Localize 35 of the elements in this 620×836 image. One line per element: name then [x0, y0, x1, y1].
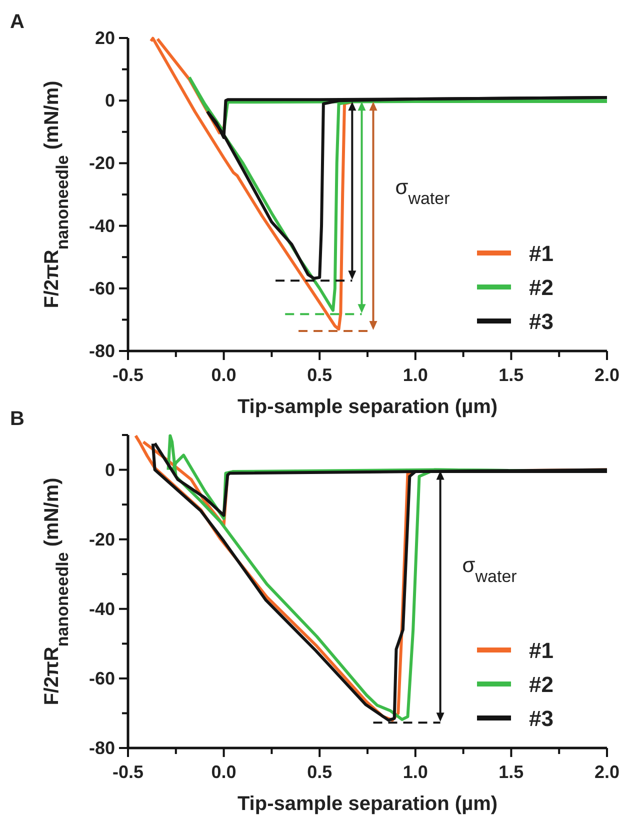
legend-label: #2	[529, 672, 554, 697]
x-tick-label: 1.0	[402, 762, 428, 782]
legend-label: #3	[529, 706, 554, 731]
text: A	[10, 11, 24, 33]
x-tick-label: 0.0	[211, 762, 236, 782]
x-tick-label: 0.0	[211, 365, 236, 385]
x-tick-label: 0.5	[307, 365, 332, 385]
x-tick-label: 2.0	[594, 365, 620, 385]
x-tick-label: -0.5	[112, 365, 144, 385]
y-tick-label: -60	[88, 278, 115, 298]
text: B	[10, 408, 24, 430]
x-tick-label: 2.0	[594, 762, 620, 782]
legend-label: #1	[529, 241, 554, 266]
y-tick-label: -40	[88, 598, 115, 619]
annotation: σ$_{water}$	[395, 176, 450, 208]
x-tick-label: -0.5	[112, 762, 144, 782]
y-tick-label: -20	[88, 153, 115, 174]
x-axis-title: Tip-sample separation (µm)	[237, 793, 498, 815]
legend-label: #3	[529, 309, 554, 334]
annotation: σ$_{water}$	[462, 554, 518, 586]
x-axis-title: Tip-sample separation (µm)	[237, 396, 498, 418]
y-tick-label: 0	[104, 90, 115, 111]
x-tick-label: 1.0	[402, 365, 428, 385]
legend-label: #1	[529, 638, 554, 663]
y-tick-label: -80	[88, 738, 115, 758]
x-tick-label: 1.5	[498, 365, 524, 385]
legend-label: #2	[529, 275, 554, 300]
y-tick-label: 20	[94, 28, 115, 48]
y-tick-label: -60	[88, 668, 115, 688]
y-tick-label: 0	[104, 460, 115, 480]
y-tick-label: -40	[88, 216, 115, 236]
x-tick-label: 1.5	[498, 762, 524, 782]
x-tick-label: 0.5	[307, 762, 332, 782]
y-tick-label: -20	[88, 529, 115, 550]
y-tick-label: -80	[88, 341, 115, 361]
